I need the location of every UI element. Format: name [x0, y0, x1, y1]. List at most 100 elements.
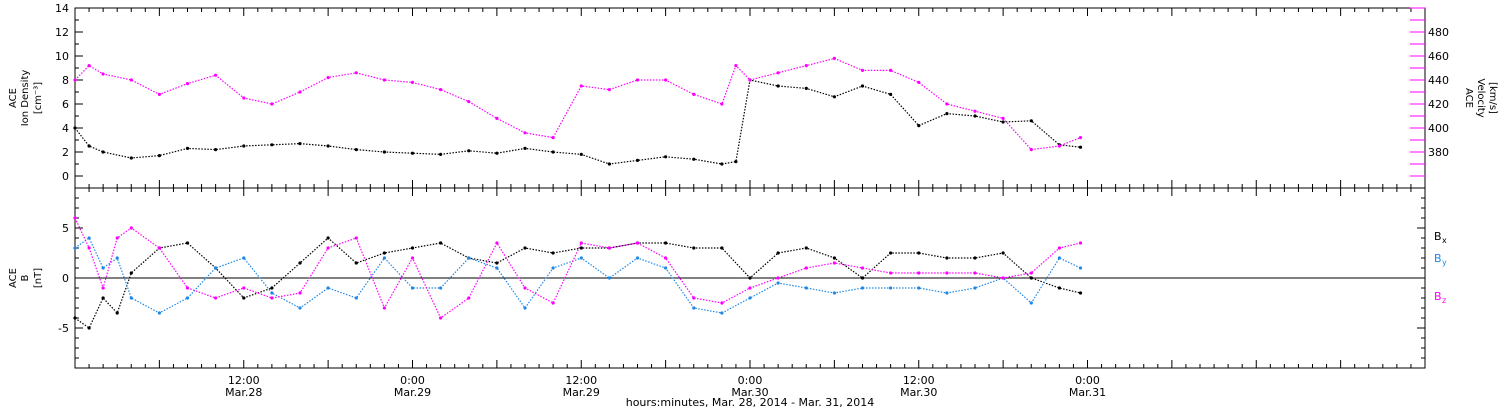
- b-tick-label: 5: [62, 222, 69, 235]
- velocity-point: [129, 78, 133, 82]
- bx-point: [973, 256, 977, 260]
- by-point: [551, 266, 555, 270]
- velocity-point: [270, 102, 274, 106]
- ion-density-point: [804, 86, 808, 90]
- bx-point: [129, 271, 133, 275]
- velocity-point: [157, 92, 161, 96]
- velocity-tick-label: 400: [1428, 122, 1449, 135]
- velocity-tick-label: 380: [1428, 146, 1449, 159]
- velocity-point: [804, 64, 808, 68]
- velocity-point: [242, 96, 246, 100]
- bx-point: [804, 246, 808, 250]
- by-point: [467, 256, 471, 260]
- by-point: [917, 286, 921, 290]
- bz-point: [607, 246, 612, 250]
- bz-point: [1057, 246, 1061, 250]
- bx-point: [1001, 251, 1005, 255]
- bx-point: [1078, 291, 1083, 295]
- by-point: [1029, 301, 1033, 305]
- x-tick-label-time: 0:00: [400, 374, 425, 387]
- density-tick-label: 14: [55, 2, 69, 15]
- by-point: [129, 296, 133, 300]
- by-point: [101, 266, 105, 270]
- bz-point: [917, 271, 921, 275]
- velocity-point: [410, 80, 415, 84]
- ion-density-point: [214, 148, 218, 152]
- ion-density-point: [917, 124, 921, 128]
- velocity-line: [74, 57, 1081, 151]
- bx-point: [115, 311, 119, 315]
- bx-point: [495, 261, 499, 265]
- ion-density-point: [1029, 119, 1033, 123]
- bz-point: [439, 316, 443, 320]
- bz-point: [1029, 271, 1033, 275]
- tick-layer: 12:00Mar.280:00Mar.2912:00Mar.290:00Mar.…: [55, 2, 1449, 399]
- by-point: [635, 256, 640, 260]
- density-tick-label: 2: [62, 146, 69, 159]
- density-axis-title-line1: ACE: [8, 88, 19, 108]
- bz-point: [242, 286, 246, 290]
- by-point: [1057, 256, 1061, 260]
- bx-point: [720, 246, 724, 250]
- density-tick-label: 4: [62, 122, 69, 135]
- velocity-point: [73, 78, 77, 82]
- legend-entry-y: B: [1434, 252, 1442, 265]
- velocity-point: [214, 73, 218, 77]
- bx-point: [917, 251, 921, 255]
- by-point: [579, 256, 583, 260]
- by-point: [973, 286, 977, 290]
- bx-point: [326, 236, 330, 240]
- by-point: [776, 281, 780, 285]
- by-point: [889, 286, 893, 290]
- bz-point: [326, 246, 330, 250]
- bz-line: [74, 217, 1081, 319]
- bx-point: [945, 256, 949, 260]
- bz-point: [410, 256, 415, 260]
- by-point: [720, 311, 724, 315]
- ion-density-point: [410, 151, 415, 155]
- by-point: [214, 266, 218, 270]
- ion-density-point: [354, 148, 358, 152]
- ion-density-point: [607, 162, 612, 166]
- x-axis-title: hours:minutes, Mar. 28, 2014 - Mar. 31, …: [626, 396, 875, 409]
- velocity-tick-label: 440: [1428, 74, 1449, 87]
- bz-point: [101, 286, 105, 290]
- velocity-tick-label: 420: [1428, 98, 1449, 111]
- by-point: [607, 276, 612, 280]
- legend-entry-z: B: [1434, 290, 1442, 303]
- ion-density-point: [382, 150, 386, 154]
- ion-density-point: [776, 84, 780, 88]
- x-tick-label-date: Mar.30: [731, 386, 768, 399]
- bx-point: [860, 276, 865, 280]
- density-tick-label: 0: [62, 170, 69, 183]
- velocity-point: [101, 72, 105, 76]
- bz-point: [720, 301, 724, 305]
- velocity-point: [1057, 144, 1061, 148]
- bz-point: [579, 241, 583, 245]
- by-point: [495, 266, 499, 270]
- bz-point: [1001, 276, 1005, 280]
- velocity-point: [720, 102, 724, 106]
- x-tick-label-date: Mar.30: [900, 386, 937, 399]
- bz-point: [804, 266, 808, 270]
- x-tick-label-date: Mar.31: [1069, 386, 1106, 399]
- bz-point: [832, 261, 837, 265]
- velocity-point: [439, 88, 443, 92]
- by-point: [664, 266, 668, 270]
- bx-point: [439, 241, 443, 245]
- by-point: [860, 286, 865, 290]
- bx-point: [382, 251, 386, 255]
- bx-point: [87, 326, 91, 330]
- by-point: [185, 296, 190, 300]
- ion-density-point: [270, 143, 274, 147]
- bz-point: [129, 226, 133, 230]
- velocity-point: [945, 102, 949, 106]
- bx-point: [832, 256, 837, 260]
- by-point: [382, 256, 386, 260]
- legend-entry-sub-y: y: [1442, 258, 1447, 267]
- bx-point: [579, 246, 583, 250]
- bz-point: [860, 266, 865, 270]
- velocity-point: [87, 64, 91, 68]
